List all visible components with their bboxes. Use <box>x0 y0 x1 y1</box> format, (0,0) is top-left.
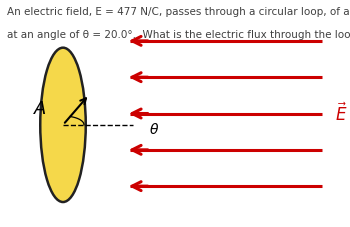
Ellipse shape <box>40 48 86 202</box>
Text: $\vec{E}$: $\vec{E}$ <box>335 102 348 125</box>
Text: $A$: $A$ <box>33 100 47 118</box>
Text: An electric field, E = 477 N/C, passes through a circular loop, of area A = 0.48: An electric field, E = 477 N/C, passes t… <box>7 7 350 17</box>
Text: at an angle of θ = 20.0°.  What is the electric flux through the loop?: at an angle of θ = 20.0°. What is the el… <box>7 30 350 39</box>
Text: $\theta$: $\theta$ <box>149 122 159 137</box>
